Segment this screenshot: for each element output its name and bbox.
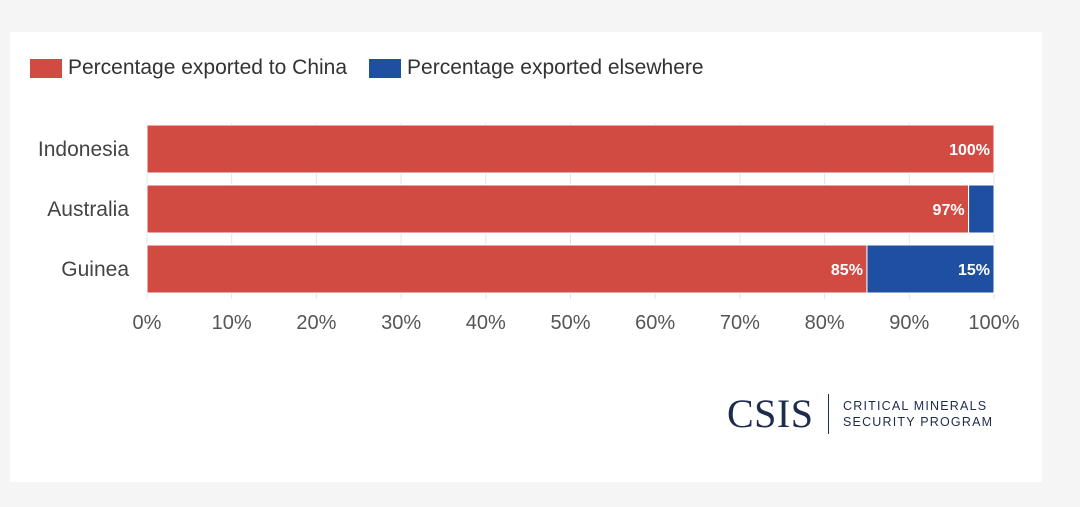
x-tick-label: 60% [635, 312, 675, 334]
x-tick-label: 40% [466, 312, 506, 334]
bar-segment [146, 184, 970, 234]
x-tick-label: 10% [212, 312, 252, 334]
x-tick-label: 80% [805, 312, 845, 334]
bar-segment [968, 184, 995, 234]
bar-segment [146, 244, 868, 294]
x-tick-label: 50% [550, 312, 590, 334]
csis-wordmark: CSIS [727, 391, 814, 436]
csis-logo: CSIS CRITICAL MINERALS SECURITY PROGRAM [727, 392, 993, 436]
logo-subtitle-line-1: CRITICAL MINERALS [843, 399, 988, 413]
data-label: 100% [949, 142, 990, 159]
logo-subtitle-line-2: SECURITY PROGRAM [843, 415, 994, 429]
legend: Percentage exported to China Percentage … [30, 55, 726, 81]
legend-label-china: Percentage exported to China [68, 56, 348, 79]
x-tick-label: 70% [720, 312, 760, 334]
category-label: Australia [47, 198, 129, 221]
legend-swatch-china [30, 58, 62, 78]
x-tick-label: 30% [381, 312, 421, 334]
x-tick-label: 90% [889, 312, 929, 334]
bar-segment [866, 244, 995, 294]
legend-item-elsewhere: Percentage exported elsewhere [369, 56, 704, 80]
x-tick-label: 0% [133, 312, 162, 334]
logo-subtitle: CRITICAL MINERALS SECURITY PROGRAM [843, 398, 993, 430]
x-tick-label: 100% [968, 312, 1019, 334]
data-label: 97% [933, 202, 965, 219]
category-label: Guinea [61, 258, 129, 281]
logo-divider [827, 394, 829, 434]
category-label: Indonesia [38, 138, 129, 161]
data-label: 15% [958, 262, 990, 279]
data-label: 85% [831, 262, 863, 279]
legend-label-elsewhere: Percentage exported elsewhere [407, 56, 704, 79]
legend-item-china: Percentage exported to China [30, 56, 347, 80]
legend-swatch-elsewhere [369, 58, 402, 78]
bar-segment [146, 124, 995, 174]
x-tick-label: 20% [296, 312, 336, 334]
